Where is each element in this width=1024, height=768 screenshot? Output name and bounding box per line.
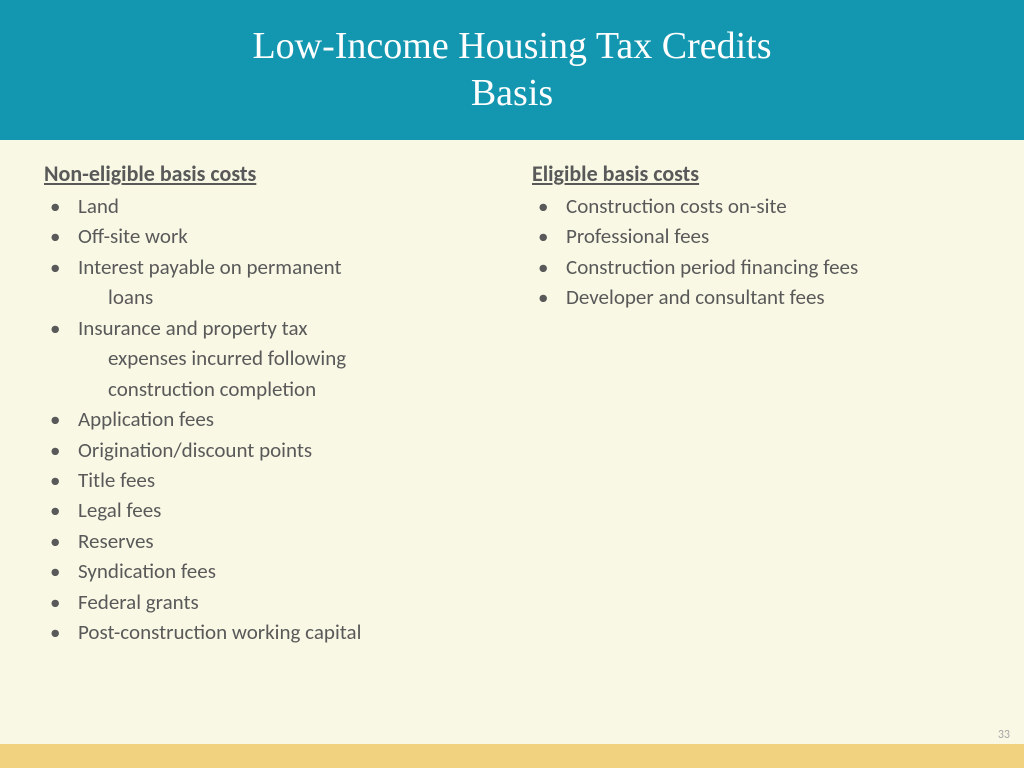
list-item: Syndication fees (44, 556, 492, 586)
list-item-text: Insurance and property tax (78, 315, 307, 341)
title-line-2: Basis (471, 72, 553, 114)
title-line-1: Low-Income Housing Tax Credits (252, 25, 771, 67)
list-item: Interest payable on permanent loans (44, 252, 492, 313)
right-list: Construction costs on-site Professional … (532, 191, 980, 313)
list-item: Construction costs on-site (532, 191, 980, 221)
footer-band (0, 744, 1024, 768)
list-item-text: Application fees (78, 406, 214, 432)
list-item-text: Legal fees (78, 497, 161, 523)
list-item-text: Reserves (78, 528, 154, 554)
list-item: Legal fees (44, 495, 492, 525)
list-item-text: Interest payable on permanent (78, 254, 341, 280)
list-item: Title fees (44, 465, 492, 495)
list-item-cont: expenses incurred following (78, 343, 492, 373)
page-number: 33 (998, 728, 1010, 742)
left-column: Non-eligible basis costs Land Off-site w… (44, 160, 492, 738)
left-list: Land Off-site work Interest payable on p… (44, 191, 492, 648)
list-item-text: Construction period financing fees (566, 254, 858, 280)
title-banner: Low-Income Housing Tax Credits Basis (0, 0, 1024, 140)
list-item: Post-construction working capital (44, 617, 492, 647)
right-heading: Eligible basis costs (532, 160, 980, 187)
list-item-cont: loans (78, 282, 492, 312)
list-item-text: Post-construction working capital (78, 619, 361, 645)
list-item: Origination/discount points (44, 435, 492, 465)
list-item-text: Professional fees (566, 223, 709, 249)
list-item-text: Land (78, 193, 119, 219)
list-item-text: Syndication fees (78, 558, 216, 584)
slide-title: Low-Income Housing Tax Credits Basis (252, 23, 771, 118)
list-item-text: Off-site work (78, 223, 188, 249)
list-item: Professional fees (532, 221, 980, 251)
list-item-text: Origination/discount points (78, 437, 312, 463)
list-item: Land (44, 191, 492, 221)
list-item: Off-site work (44, 221, 492, 251)
list-item: Developer and consultant fees (532, 282, 980, 312)
slide-body: Non-eligible basis costs Land Off-site w… (44, 160, 980, 738)
left-heading: Non-eligible basis costs (44, 160, 492, 187)
list-item: Insurance and property tax expenses incu… (44, 313, 492, 404)
list-item: Federal grants (44, 587, 492, 617)
list-item-text: Title fees (78, 467, 155, 493)
list-item-text: Federal grants (78, 589, 199, 615)
list-item: Application fees (44, 404, 492, 434)
list-item-cont: construction completion (78, 374, 492, 404)
list-item: Reserves (44, 526, 492, 556)
list-item-text: Construction costs on-site (566, 193, 787, 219)
right-column: Eligible basis costs Construction costs … (532, 160, 980, 738)
slide: Low-Income Housing Tax Credits Basis Non… (0, 0, 1024, 768)
list-item-text: Developer and consultant fees (566, 284, 825, 310)
list-item: Construction period financing fees (532, 252, 980, 282)
